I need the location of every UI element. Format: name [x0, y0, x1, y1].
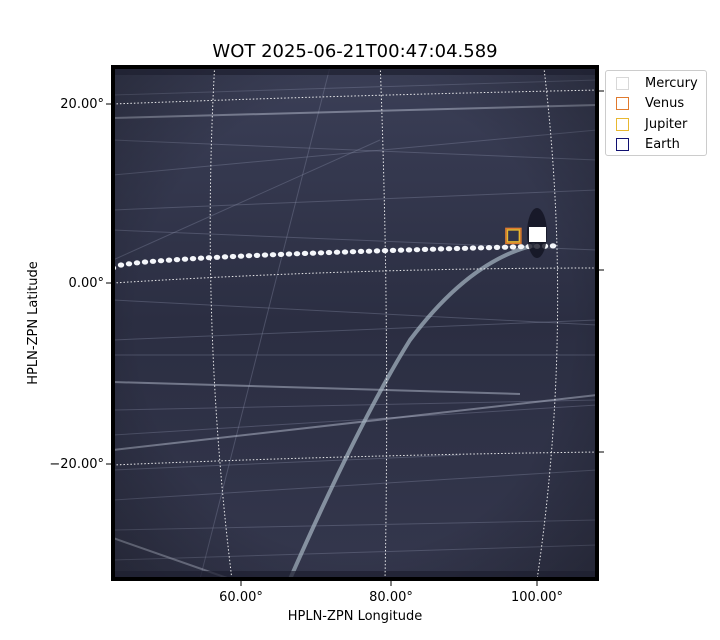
trail-dot [453, 245, 461, 252]
trail-dot [317, 250, 325, 256]
trail-dot [365, 248, 373, 254]
plot-frame [111, 65, 599, 581]
sky-image [113, 67, 597, 579]
x-tick-label: 80.00° [369, 590, 413, 605]
trail-dot [261, 252, 269, 258]
trail-dot [245, 253, 253, 259]
trail-dot [349, 249, 357, 255]
legend-label: Venus [645, 95, 685, 111]
legend-swatch [616, 117, 629, 131]
trail-dot [229, 253, 237, 260]
marker-venus [505, 227, 522, 245]
x-tick-label: 100.00° [511, 590, 563, 605]
x-tick-label: 60.00° [219, 590, 263, 605]
planet-markers [505, 227, 522, 245]
trail-dot [381, 248, 389, 254]
grid-lon-100 [536, 67, 559, 579]
legend: Mercury Venus Jupiter Earth [605, 70, 707, 156]
trail-dot [221, 254, 229, 260]
bright-object [529, 227, 546, 242]
trail-dot [309, 250, 317, 256]
trail-dot [117, 262, 125, 268]
grid-lat-0 [113, 267, 597, 284]
trail-dot [197, 255, 205, 261]
trail-dot [493, 244, 501, 250]
trail-dot [253, 252, 261, 258]
trail-dot [341, 249, 349, 255]
legend-label: Earth [645, 136, 680, 152]
trail-dot [389, 247, 397, 253]
trail-dot [293, 251, 301, 257]
trail-dot [549, 243, 557, 249]
trail-dot [277, 251, 285, 257]
trail-dot [269, 252, 277, 258]
trail-dot [437, 246, 445, 252]
legend-item-mercury: Mercury [616, 75, 698, 91]
trail-dot [189, 256, 197, 262]
trail-dot [477, 245, 485, 251]
trail-dot [509, 244, 517, 250]
coordinate-grid [113, 67, 597, 579]
trail-dot [357, 248, 365, 254]
legend-swatch [616, 137, 629, 151]
grid-lon-80 [379, 67, 388, 579]
axis-ticks [106, 90, 604, 586]
trail-dot [213, 254, 221, 260]
trail-dot [173, 257, 181, 263]
grid-lon-60 [209, 67, 233, 579]
trail-dot [469, 245, 477, 251]
trail-dot [165, 257, 173, 263]
trail-dot [133, 260, 141, 266]
trail-dot [181, 256, 189, 262]
y-axis-label: HPLN-ZPN Latitude [26, 261, 41, 384]
marker-jupiter [506, 229, 521, 243]
legend-label: Mercury [645, 75, 698, 91]
trail-dot [517, 244, 525, 250]
trail-dot [413, 247, 421, 253]
legend-item-venus: Venus [616, 95, 684, 111]
chart-title: WOT 2025-06-21T00:47:04.589 [212, 41, 497, 62]
trail-dot [405, 247, 413, 253]
trail-dot [149, 258, 157, 264]
trail-dot [429, 246, 437, 252]
y-tick-label: −20.00° [49, 457, 104, 472]
legend-label: Jupiter [645, 116, 688, 132]
trail-dot [205, 255, 213, 261]
trail-dot [237, 253, 245, 259]
legend-item-earth: Earth [616, 136, 680, 152]
trail-dot [285, 251, 293, 257]
legend-item-jupiter: Jupiter [616, 116, 687, 132]
trail-dot [325, 249, 333, 256]
trail-dot [157, 258, 165, 264]
trail-dot [445, 246, 453, 252]
trail-dot [141, 259, 149, 265]
trail-dot [501, 244, 509, 250]
trail-dot [421, 246, 429, 252]
y-tick-label: 20.00° [60, 97, 104, 112]
trail-dot [301, 250, 309, 256]
trail-dot [485, 245, 493, 251]
trail-dot [461, 245, 469, 251]
trail-dot [333, 249, 341, 255]
y-tick-label: 0.00° [69, 276, 104, 291]
legend-swatch [616, 96, 629, 110]
trail-dot [373, 248, 381, 254]
trail-dot [125, 261, 133, 267]
x-axis-label: HPLN-ZPN Longitude [288, 609, 423, 624]
legend-swatch [616, 76, 629, 90]
trail-dot [397, 247, 405, 253]
